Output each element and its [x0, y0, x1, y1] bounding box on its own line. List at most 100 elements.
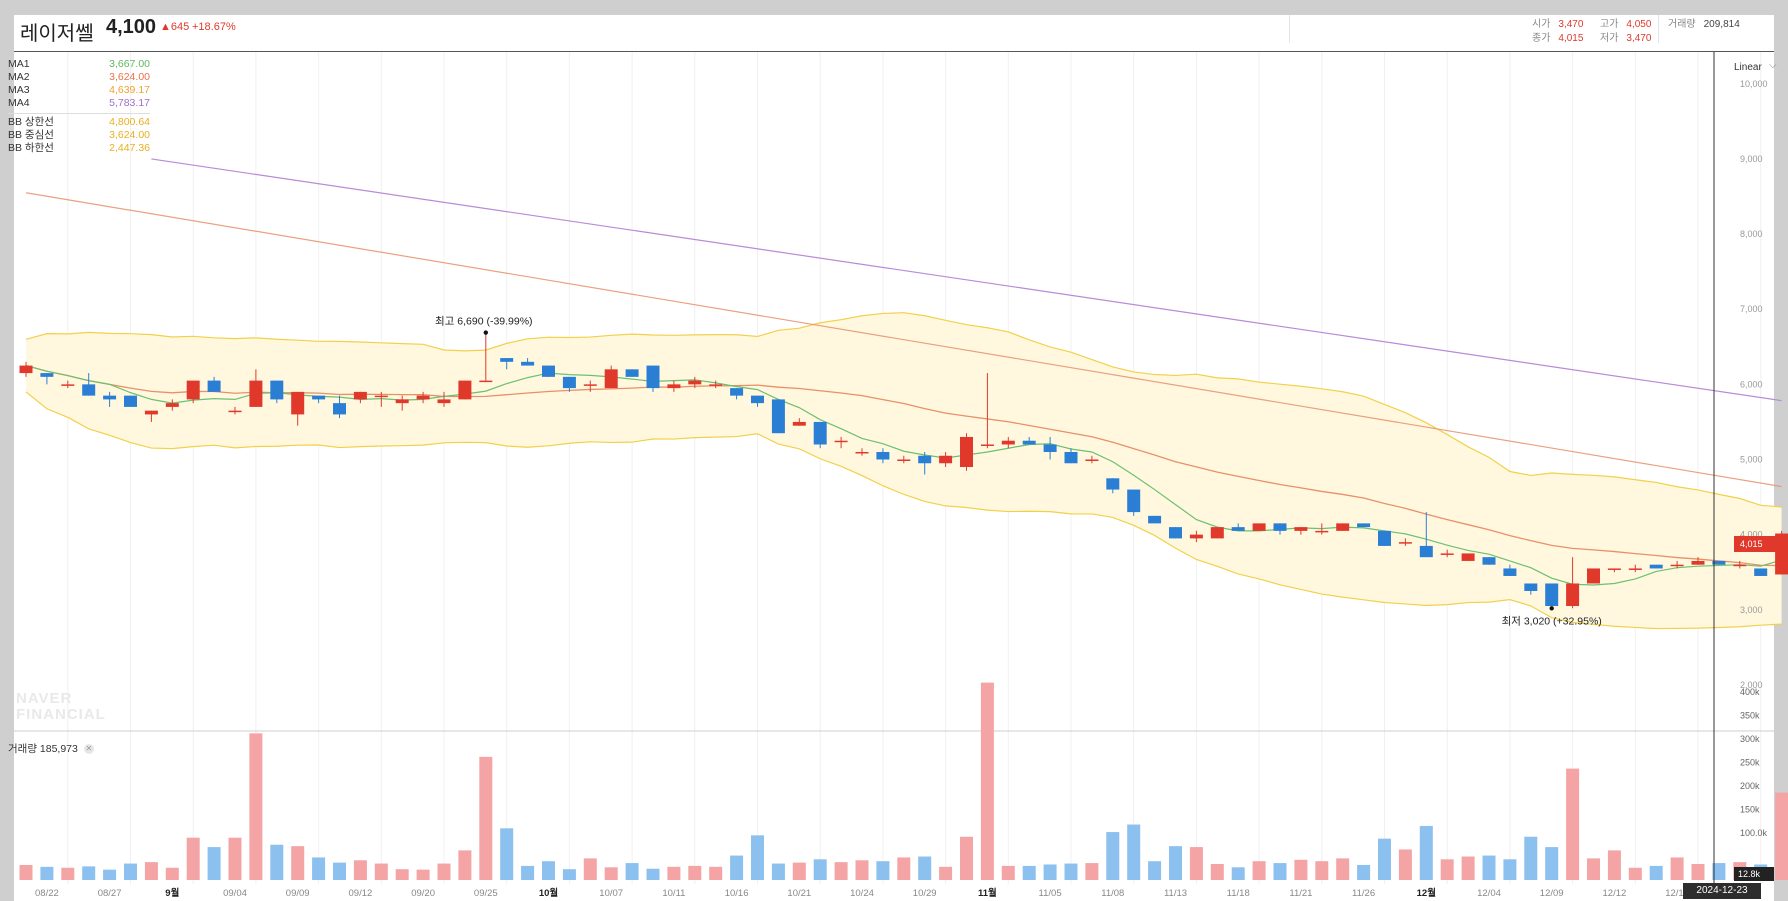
volume-bar [1231, 867, 1245, 880]
ma2-line [25, 364, 1782, 567]
volume-bar [1545, 847, 1559, 880]
y-tick-label: 3,000 [1740, 605, 1763, 615]
legend-bb-mid-name: BB 중심선 [8, 129, 54, 141]
candle-body [1273, 523, 1287, 531]
candle-body [270, 380, 284, 400]
candle-body [437, 399, 451, 404]
volume-bar [1106, 832, 1120, 880]
scale-mode-button[interactable]: Linear [1734, 62, 1762, 73]
candle-body [1482, 557, 1496, 565]
volume-bar [1775, 792, 1788, 880]
stock-name: 레이저쎌 [20, 23, 94, 45]
candle-body [124, 395, 137, 407]
volume-bar [124, 863, 137, 880]
volume-bar [291, 846, 305, 880]
candle-body [1754, 568, 1768, 576]
legend-ma4-value: 5,783.17 [109, 97, 150, 109]
volume-bar [82, 866, 96, 880]
volume-bar [960, 836, 973, 880]
legend-ma4-name: MA4 [8, 97, 30, 109]
volume-bar [918, 856, 932, 880]
candle-body [1398, 542, 1412, 544]
candle-body [521, 361, 535, 366]
y-tick-label: 5,000 [1740, 455, 1763, 465]
low-value: 3,470 [1626, 33, 1652, 44]
candle-body [583, 384, 597, 386]
candle-body [458, 380, 472, 400]
candle-body [625, 369, 639, 377]
candle-body [1712, 560, 1726, 565]
volume-bar [521, 865, 535, 880]
x-tick-label: 09/25 [474, 888, 498, 899]
close-icon[interactable]: ✕ [83, 744, 94, 755]
volume-bar [416, 869, 430, 880]
candle-body [1670, 564, 1684, 567]
volume-bar [855, 860, 869, 880]
candle-body [353, 391, 367, 400]
legend-ma1-name: MA1 [8, 58, 30, 70]
candle-body [1315, 530, 1329, 533]
candle-body [1545, 583, 1559, 607]
volume-label: 거래량 [1668, 19, 1696, 30]
candle-body [1503, 568, 1517, 576]
legend-bb-lower-name: BB 하한선 [8, 142, 54, 154]
legend-ma3-name: MA3 [8, 84, 30, 96]
x-tick-label: 10월 [539, 887, 558, 899]
legend-ma4[interactable]: MA4 5,783.17 [8, 97, 150, 110]
volume-bar [144, 862, 158, 880]
header-divider [1289, 15, 1290, 43]
y-tick-label: 4,000 [1740, 530, 1763, 540]
volume-bar [771, 863, 785, 880]
candle-body [960, 436, 973, 468]
volume-bar [1503, 859, 1517, 880]
volume-bar [1566, 768, 1580, 880]
high-price: 고가 4,050 [1600, 15, 1651, 30]
candle-body [500, 358, 514, 362]
x-tick-label: 09/09 [286, 888, 310, 899]
x-tick-label: 11/05 [1039, 888, 1062, 899]
x-tick-label: 10/21 [787, 888, 811, 899]
bollinger-lower-line [25, 391, 1782, 630]
volume-bar [1001, 865, 1015, 880]
candle-body [1440, 553, 1454, 555]
legend-ma2[interactable]: MA2 3,624.00 [8, 71, 150, 84]
volume-bar [730, 855, 744, 880]
price-change: ▲645 [160, 21, 190, 33]
candle-body [186, 380, 200, 400]
chevron-down-icon[interactable]: ⌵ [1769, 60, 1777, 71]
candle-body [1022, 440, 1036, 445]
candle-body [1231, 527, 1245, 531]
legend-ma1[interactable]: MA1 3,667.00 [8, 58, 150, 71]
volume-bar [1628, 867, 1642, 880]
open-label: 시가 [1532, 19, 1551, 30]
y-tick-label: 8,000 [1740, 229, 1763, 239]
candle-body [1733, 564, 1747, 567]
volume-tick-label: 100.0k [1740, 828, 1768, 838]
candle-body [1189, 534, 1203, 539]
candle-body [291, 391, 305, 415]
volume-bar [1691, 864, 1705, 880]
candle-body [1106, 478, 1120, 490]
volume-bar [228, 837, 242, 880]
open-price: 시가 3,470 [1532, 15, 1583, 30]
legend-divider [8, 113, 150, 114]
candle-body [876, 451, 890, 460]
volume-bar [751, 835, 764, 880]
volume-bar [458, 850, 472, 880]
candle-body [228, 410, 242, 413]
legend-ma3[interactable]: MA3 4,639.17 [8, 84, 150, 97]
legend-bb-mid[interactable]: BB 중심선 3,624.00 [8, 129, 150, 142]
volume-bar [1378, 838, 1391, 880]
legend-bb-lower[interactable]: BB 하한선 2,447.36 [8, 142, 150, 155]
candle-body [834, 440, 848, 443]
candle-body [103, 395, 117, 400]
legend-bb-upper[interactable]: BB 상한선 4,800.64 [8, 116, 150, 129]
high-label: 고가 [1600, 19, 1619, 30]
x-tick-label: 12월 [1417, 887, 1436, 899]
current-volume-badge: 12.8k [1734, 867, 1774, 881]
candle-body [667, 384, 681, 389]
candle-body [144, 410, 158, 415]
candle-body [1461, 553, 1475, 561]
candle-body [416, 395, 430, 400]
